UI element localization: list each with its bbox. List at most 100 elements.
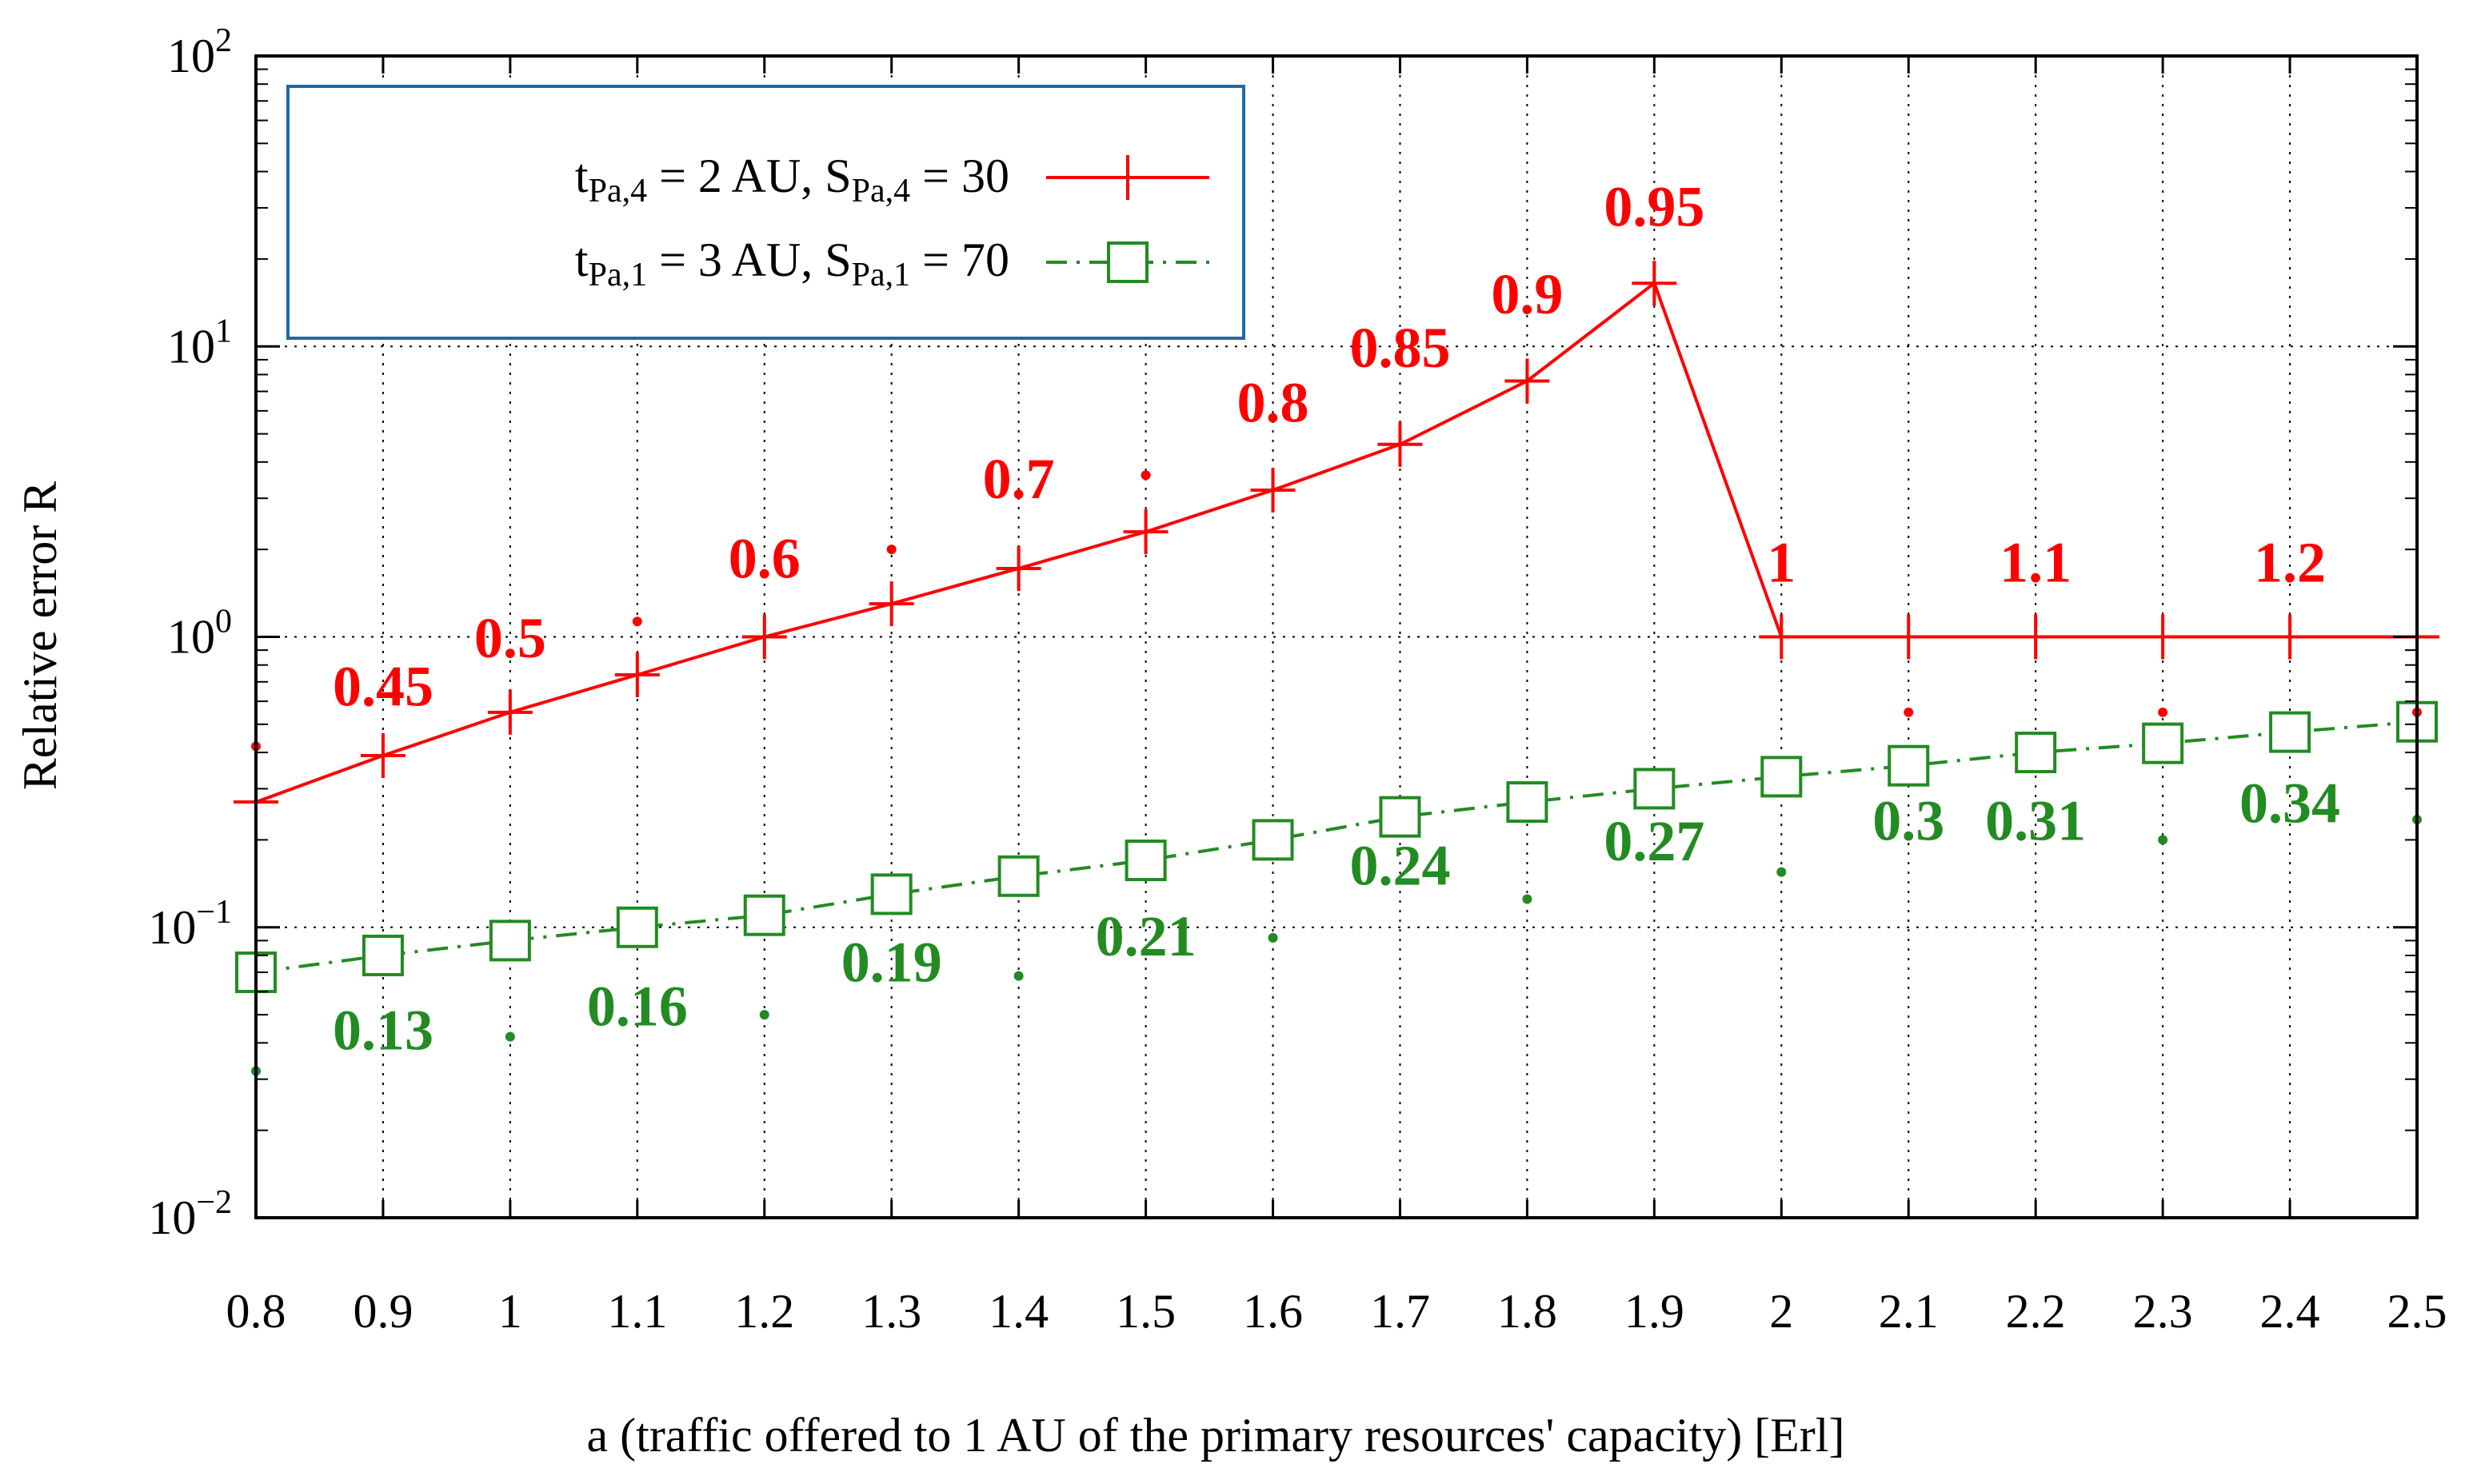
series-0-point <box>360 733 406 779</box>
data-annotations: 0.45 0.5 0.6 0.7 0.8 0.85 0.9 0.95 1 1.1 1.2 0.13 0.… <box>251 175 2422 1076</box>
x-tick-label: 2.3 <box>2133 1285 2193 1338</box>
series-0-data-label: 0.85 <box>1349 316 1450 380</box>
series-1-point <box>870 873 913 916</box>
series-0-point <box>2267 614 2313 660</box>
series-1-point <box>2142 722 2184 764</box>
legend-box <box>286 85 1245 340</box>
series-1-data-label: 0.3 <box>1872 788 1944 852</box>
series-1-point <box>1888 744 1930 787</box>
series-0-point <box>2013 614 2059 660</box>
series-1-point <box>1379 796 1421 838</box>
legend-entry-1-marker <box>1107 241 1149 283</box>
x-tick-label: 1.1 <box>607 1285 667 1338</box>
series-1-point <box>743 894 785 936</box>
series-1-point <box>362 934 404 976</box>
x-tick-labels: 0.8 0.9 1 1.1 1.2 1.3 1.4 1.5 1.6 1.7 1.8 1.9 2 2.1 2.… <box>226 1285 2447 1338</box>
y-tick-base: 10 <box>167 30 215 82</box>
series-1-dot <box>1522 894 1532 904</box>
y-tick-label: 10−1 <box>148 894 232 954</box>
series-0-data-label: 1.1 <box>2000 530 2071 594</box>
series-markers <box>234 261 2439 994</box>
x-tick-label: 2.5 <box>2387 1285 2447 1338</box>
series-0-dot <box>1904 707 1914 717</box>
series-1-point <box>489 920 531 962</box>
y-tick-base: 10 <box>167 320 215 373</box>
y-tick-base: 10 <box>148 901 196 954</box>
x-tick-label: 1.9 <box>1624 1285 1684 1338</box>
legend-entry-0-s-rest: = 30 <box>910 150 1009 202</box>
series-1-point <box>1760 756 1803 798</box>
y-tick-base: 10 <box>167 611 215 664</box>
series-0-point <box>1250 468 1296 513</box>
legend-entry-0-s-sub: Pa,4 <box>852 173 911 209</box>
y-axis-title: Relative error R <box>14 481 66 791</box>
series-0-dot <box>886 545 897 555</box>
series-0-point <box>1377 421 1423 467</box>
series-0-point <box>1123 509 1169 555</box>
series-0-data-label: 0.6 <box>729 526 801 590</box>
series-0-data-label: 1.2 <box>2254 530 2326 594</box>
series-0-data-label: 1 <box>1767 530 1796 594</box>
y-tick-exponent: 1 <box>215 313 232 349</box>
series-1-data-label: 0.24 <box>1349 834 1450 898</box>
y-tick-exponent: 0 <box>215 604 232 640</box>
x-tick-label: 1.6 <box>1243 1285 1303 1338</box>
x-tick-label: 1 <box>498 1285 522 1338</box>
series-0-dot <box>2158 707 2168 717</box>
series-0-point <box>996 545 1041 591</box>
legend-entry-0-marker <box>1105 155 1150 200</box>
series-1-point <box>1125 840 1167 882</box>
series-1-data-label: 0.34 <box>2239 771 2340 835</box>
series-1-data-label: 0.13 <box>333 998 433 1062</box>
y-tick-exponent: −1 <box>196 894 232 931</box>
series-0-dot <box>1141 470 1151 481</box>
series-0-point <box>614 652 660 698</box>
series-1-point <box>1252 819 1294 861</box>
series-1-data-label: 0.16 <box>587 974 688 1038</box>
y-tick-exponent: −2 <box>196 1184 232 1221</box>
series-1-dot <box>505 1031 515 1042</box>
series-1-dot <box>1776 867 1787 877</box>
series-0-point <box>2140 614 2186 660</box>
series-1-data-label: 0.27 <box>1604 809 1704 873</box>
series-1-data-label: 0.19 <box>841 931 942 995</box>
series-0-point <box>1504 358 1550 404</box>
series-1-point <box>616 906 658 948</box>
y-tick-exponent: 2 <box>215 22 232 59</box>
series-0-data-label: 0.8 <box>1237 371 1309 435</box>
axis-ticks <box>254 54 2419 1219</box>
y-tick-label: 101 <box>167 313 232 373</box>
series-1-dot <box>2158 835 2168 845</box>
series-0-point <box>1759 614 1804 660</box>
series-1-dot <box>759 1010 769 1020</box>
x-tick-label: 1.4 <box>989 1285 1049 1338</box>
y-tick-base: 10 <box>148 1191 196 1244</box>
series-1-data-label: 0.21 <box>1096 904 1197 968</box>
series-0-point <box>1886 614 1932 660</box>
series-0-data-label: 0.95 <box>1604 175 1704 239</box>
y-tick-label: 100 <box>167 604 232 664</box>
y-tick-label: 102 <box>167 22 232 82</box>
series-0-point <box>869 581 914 627</box>
legend-entry-0-t-sub: Pa,4 <box>589 173 648 209</box>
series-0-point <box>741 614 787 660</box>
legend-entry-0-label: tPa,4 = 2 AU, SPa,4 = 30 <box>575 150 1009 209</box>
legend-entry-1-t-sub: Pa,1 <box>589 257 648 293</box>
x-tick-label: 2.4 <box>2260 1285 2320 1338</box>
series-0-data-label: 0.45 <box>333 654 433 718</box>
series-0-data-label: 0.7 <box>983 447 1055 511</box>
series-0-point <box>487 689 533 735</box>
series-1-point <box>2015 732 2057 774</box>
legend-entry-0-t-rest: = 2 AU, S <box>647 150 852 202</box>
y-tick-label: 10−2 <box>148 1184 232 1244</box>
x-tick-label: 1.5 <box>1116 1285 1176 1338</box>
x-tick-label: 2.1 <box>1879 1285 1939 1338</box>
series-1-point <box>1506 781 1548 824</box>
legend: tPa,4 = 2 AU, SPa,4 = 30 tPa,1 = 3 AU, S… <box>286 85 1245 340</box>
series-1-point <box>997 855 1040 897</box>
series-0-dot <box>632 616 642 627</box>
x-tick-label: 0.9 <box>353 1285 413 1338</box>
x-axis-title: a (traffic offered to 1 AU of the primar… <box>587 1409 1845 1462</box>
